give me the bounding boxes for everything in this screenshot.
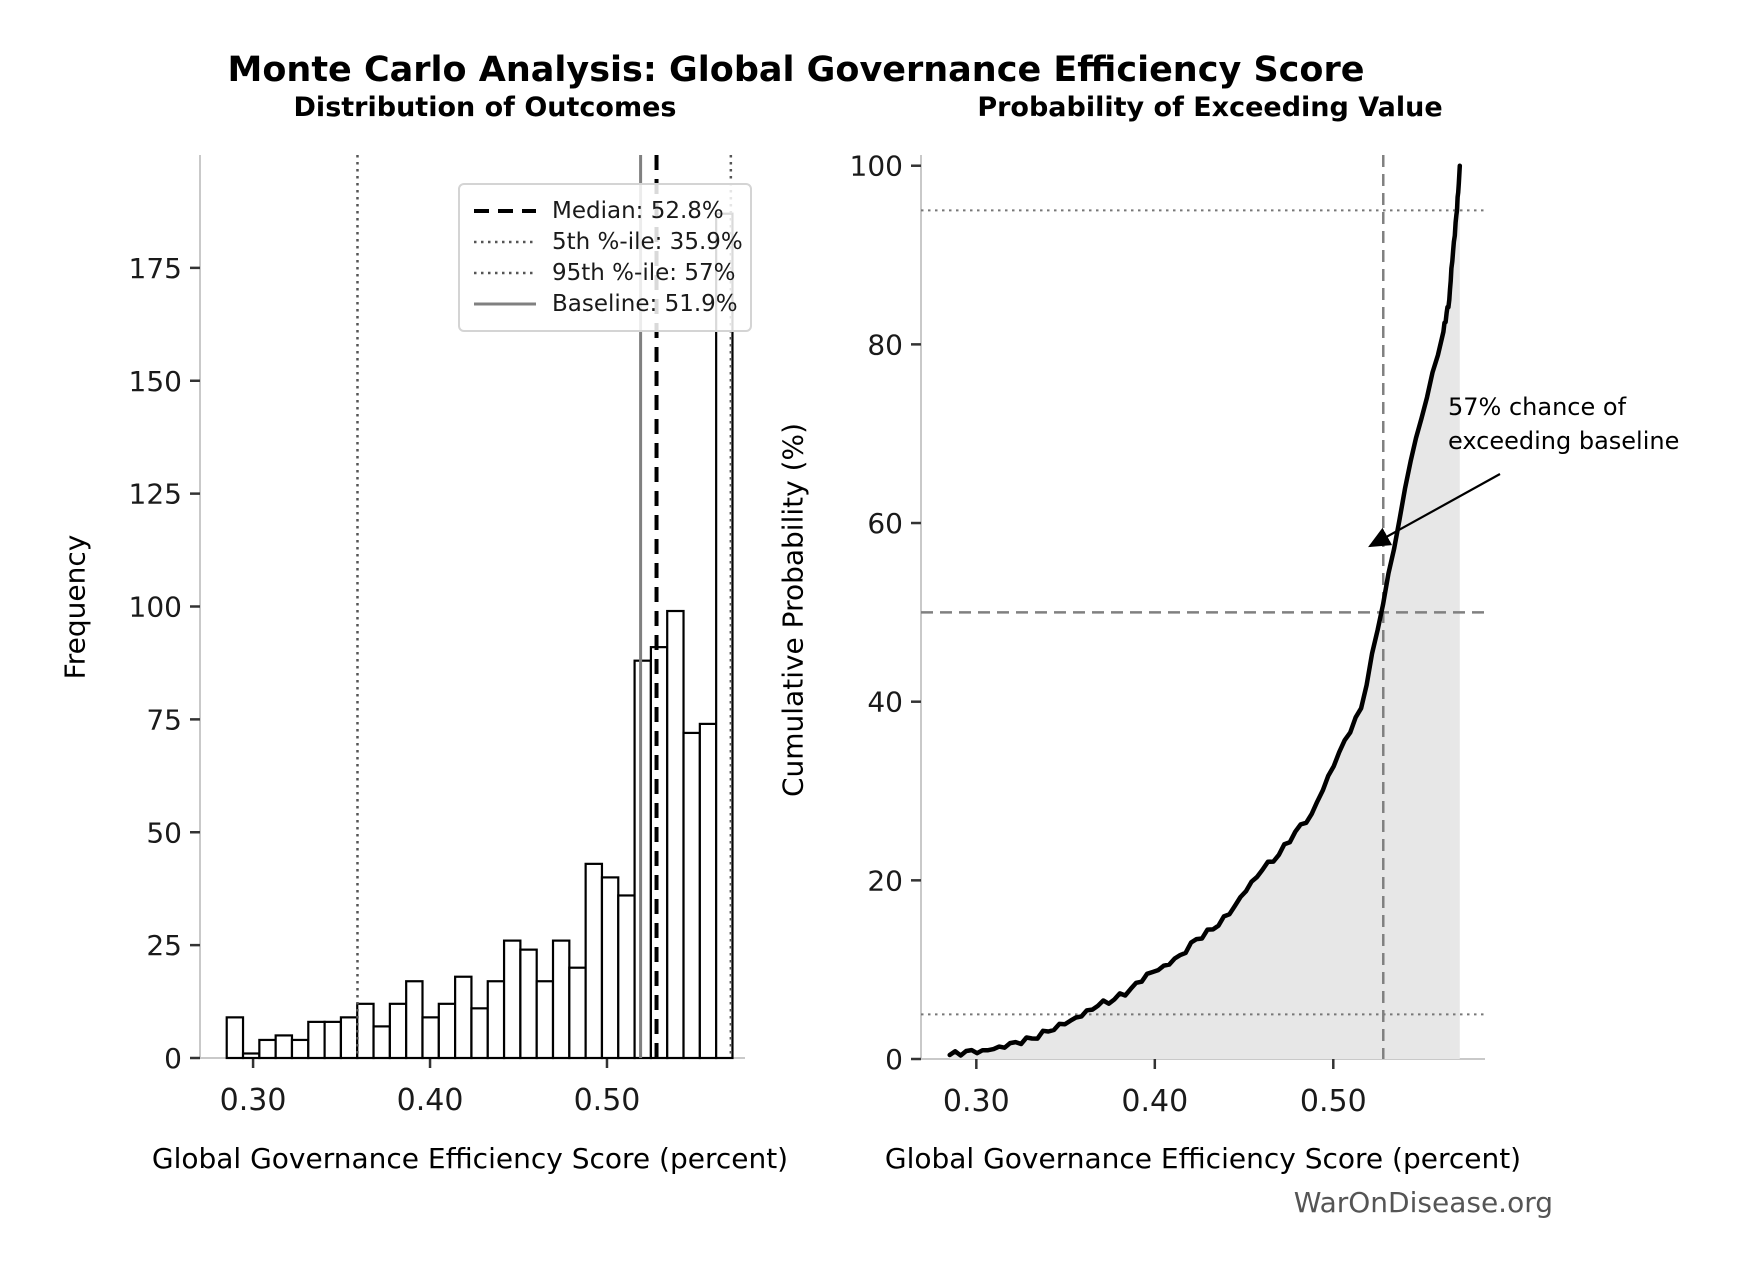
histogram-bar — [307, 1020, 326, 1060]
legend-line-sample — [474, 271, 536, 275]
y-tick-label: 25 — [146, 929, 182, 962]
y-tick-label: 0 — [164, 1042, 182, 1075]
cdf-curve — [947, 163, 1463, 1058]
legend-label: 95th %-ile: 57% — [552, 260, 736, 287]
y-tick-label: 40 — [867, 686, 903, 719]
x-tick-label: 0.40 — [397, 1083, 464, 1118]
legend-row: Median: 52.8% — [474, 195, 736, 226]
left-x-axis-label: Global Governance Efficiency Score (perc… — [151, 1142, 789, 1175]
y-tick-label: 175 — [129, 252, 182, 285]
histogram-bar — [682, 731, 701, 1060]
y-tick-label: 0 — [885, 1043, 903, 1076]
legend: Median: 52.8% 5th %-ile: 35.9% 95th %-ile:… — [458, 183, 752, 332]
histogram-bar — [225, 1016, 245, 1060]
y-tick-label: 100 — [850, 150, 903, 183]
histogram-bar — [388, 1002, 408, 1060]
histogram-bar — [454, 975, 473, 1060]
annotation-text: 57% chance of exceeding baseline — [1448, 393, 1680, 455]
x-tick-label: 0.30 — [943, 1084, 1010, 1119]
histogram-bar — [617, 894, 636, 1060]
cdf-plot: 0.30 0.40 0.50 0 20 40 60 80 100 — [850, 150, 1501, 1119]
x-tick-label: 0.50 — [574, 1083, 641, 1118]
cdf-fill-area — [949, 165, 1460, 1059]
histogram-bar — [323, 1020, 343, 1060]
y-tick-label: 100 — [129, 591, 182, 624]
histogram-bar — [535, 980, 555, 1060]
histogram-bar — [551, 939, 571, 1060]
legend-row: 5th %-ile: 35.9% — [474, 226, 743, 257]
page-title: Monte Carlo Analysis: Global Governance … — [227, 50, 1365, 90]
y-tick-label: 60 — [867, 507, 903, 540]
legend-label: 5th %-ile: 35.9% — [552, 228, 743, 255]
histogram-bar — [715, 212, 734, 1060]
legend-label: Baseline: 51.9% — [552, 291, 738, 318]
histogram-bar — [241, 1052, 261, 1060]
histogram-bar — [421, 1016, 440, 1060]
legend-row: 95th %-ile: 57% — [474, 258, 736, 289]
histogram-bar — [568, 966, 587, 1060]
y-tick-label: 75 — [146, 703, 182, 736]
histogram-bar — [290, 1038, 310, 1060]
histogram-bar — [356, 1002, 375, 1060]
y-tick-label: 80 — [867, 328, 903, 361]
histogram-bar — [600, 876, 620, 1060]
histogram-bar — [633, 659, 652, 1060]
histogram-bar — [339, 1016, 359, 1060]
histogram-bar — [470, 1007, 489, 1060]
legend-line-sample — [474, 302, 536, 306]
histogram-bar — [649, 646, 669, 1060]
histogram-bar — [437, 1002, 457, 1060]
histogram-bar — [519, 948, 538, 1060]
y-tick-label: 20 — [867, 864, 903, 897]
right-x-axis-label: Global Governance Efficiency Score (perc… — [884, 1142, 1522, 1175]
histogram-bar — [274, 1034, 294, 1060]
left-y-axis-label: Frequency — [58, 534, 92, 680]
legend-line-sample — [474, 208, 536, 213]
right-plot-title: Probability of Exceeding Value — [977, 92, 1443, 123]
histogram-bar — [258, 1038, 277, 1060]
legend-row: Baseline: 51.9% — [474, 289, 738, 320]
right-y-axis-label: Cumulative Probability (%) — [776, 422, 810, 798]
histogram-bar — [405, 980, 424, 1060]
histogram-bar — [486, 980, 506, 1060]
legend-label: Median: 52.8% — [552, 197, 724, 224]
histogram-bar — [584, 862, 604, 1060]
histogram-plot: 0.30 0.40 0.50 0 25 50 75 100 125 150 175 — [129, 155, 745, 1118]
y-tick-label: 50 — [146, 816, 182, 849]
histogram-bar — [372, 1025, 391, 1060]
footer-watermark: WarOnDisease.org — [1293, 1186, 1553, 1219]
annotation-arrow — [1368, 473, 1501, 548]
histogram-bar — [502, 939, 522, 1060]
histogram-bar — [698, 722, 718, 1060]
x-tick-label: 0.40 — [1121, 1084, 1188, 1119]
x-tick-label: 0.30 — [220, 1083, 287, 1118]
left-plot-title: Distribution of Outcomes — [293, 92, 677, 123]
y-tick-label: 125 — [129, 478, 182, 511]
x-tick-label: 0.50 — [1300, 1084, 1367, 1119]
y-tick-label: 150 — [129, 365, 182, 398]
histogram-bar — [666, 609, 685, 1060]
legend-line-sample — [474, 240, 536, 244]
